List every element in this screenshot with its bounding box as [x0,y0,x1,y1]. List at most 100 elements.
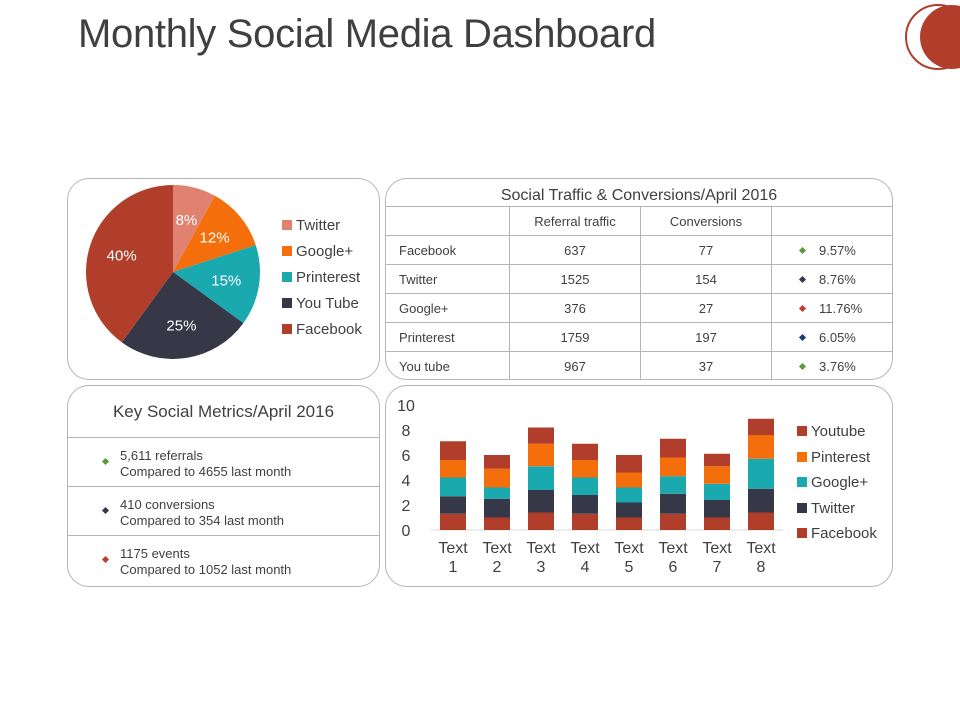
bar-legend-item: Pinterest [797,449,870,466]
bar-segment-google+ [528,466,554,490]
diamond-icon [798,362,807,370]
bar-legend-item: Facebook [797,525,877,542]
pie-legend-item: You Tube [282,295,359,312]
rate-value: 11.76% [819,300,863,316]
legend-label: Twitter [811,499,856,517]
legend-swatch [797,502,807,513]
traffic-table: Referral traffic Conversions Facebook 637… [386,206,892,379]
legend-label: Pinterest [811,448,871,466]
legend-label: You Tube [296,295,359,312]
diamond-icon [798,246,807,254]
table-row: Twitter 1525 154 8.76% [386,264,892,294]
header-blank [386,206,510,236]
key-metrics-panel: Key Social Metrics/April 2016 5,611 refe… [67,385,380,587]
row-rate: 9.57% [771,235,892,265]
diamond-icon [101,506,110,515]
row-conversions: 154 [640,264,772,294]
pie-legend-item: Twitter [282,217,340,234]
bar-segment-youtube [572,443,598,460]
bar-segment-facebook [440,513,466,530]
bar-segment-facebook [572,513,598,530]
table-row: Printerest 1759 197 6.05% [386,322,892,352]
bar-segment-pinterest [616,472,642,488]
row-rate: 3.76% [771,351,892,379]
bar-segment-twitter [616,502,642,518]
bar-segment-facebook [748,512,774,530]
bar-segment-google+ [484,487,510,499]
row-network: You tube [386,351,510,379]
x-tick-label: Text 6 [658,540,688,576]
bar-segment-twitter [748,488,774,513]
x-tick-label: Text 7 [702,540,732,576]
x-tick-label: Text 2 [482,540,512,576]
pie-slice-you-tube [121,272,244,359]
pie-slice-twitter [173,185,215,272]
bar-segment-pinterest [528,443,554,467]
metric-comparison: Compared to 1052 last month [120,562,292,577]
metric-item: 5,611 referrals Compared to 4655 last mon… [68,437,379,486]
legend-swatch [797,528,807,539]
bar-segment-facebook [616,517,642,530]
bar-segment-youtube [528,427,554,444]
header-conversions: Conversions [640,206,772,236]
corner-decoration [905,4,960,70]
legend-swatch [797,426,807,436]
legend-label: Google+ [296,243,354,260]
y-tick-label: 6 [402,448,411,465]
legend-swatch [282,246,292,256]
bar-segment-google+ [748,458,774,489]
rate-value: 9.57% [819,242,856,258]
bar-segment-google+ [704,483,730,500]
legend-swatch [282,220,292,230]
pie-slice-label: 8% [176,212,198,229]
bar-segment-facebook [528,512,554,530]
row-conversions: 197 [640,322,772,352]
stacked-bar-chart: 0 2 4 6 8 10 Text 1 Text 2 Text 3 Text 4 Text 5 Text 6 Tex… [397,398,783,576]
metric-text: 410 conversions Compared to 354 last mont… [120,497,284,529]
metric-text: 1175 events Compared to 1052 last month [120,546,291,578]
pie-slice-printerest [173,245,260,324]
page-title: Monthly Social Media Dashboard [78,12,656,56]
legend-label: Facebook [811,525,877,543]
row-conversions: 77 [640,235,772,265]
legend-swatch [797,477,807,488]
diamond-icon [798,275,807,283]
pie-slice-label: 12% [200,230,230,247]
bar-segment-pinterest [660,457,686,477]
bar-segment-twitter [660,493,686,514]
bar-segment-twitter [484,498,510,518]
key-metrics-title: Key Social Metrics/April 2016 [112,402,335,421]
x-tick-label: Text 3 [526,540,556,576]
row-network: Printerest [386,322,510,352]
rate-value: 3.76% [819,358,856,374]
x-tick-label: Text 5 [614,540,644,576]
row-referral: 1759 [509,322,641,352]
row-rate: 6.05% [771,322,892,352]
bar-segment-pinterest [484,468,510,488]
metric-text: 5,611 referrals Compared to 4655 last mon… [120,448,291,480]
bar-segment-youtube [440,441,466,460]
bar-segment-youtube [616,455,642,473]
bar-segment-google+ [616,487,642,503]
metric-item: 1175 events Compared to 1052 last month [68,535,379,584]
pie-chart-panel: 8% 12% 15% 25% 40% Twitter Google+ Printerest Y… [67,178,380,380]
row-rate: 8.76% [771,264,892,294]
metric-item: 410 conversions Compared to 354 last mont… [68,486,379,535]
y-tick-label: 10 [397,398,415,415]
diamond-icon [798,333,807,341]
bar-segment-pinterest [748,435,774,459]
x-tick-label: Text 4 [570,540,600,576]
pie-legend-item: Printerest [282,269,360,286]
bar-legend-item: Twitter [797,500,855,517]
legend-swatch [282,298,292,308]
bar-legend-item: Google+ [797,474,868,491]
legend-swatch [797,451,807,462]
pie-slice-google+ [173,195,256,272]
diamond-icon [101,457,110,466]
bar-segment-pinterest [440,460,466,478]
traffic-table-header-row: Referral traffic Conversions [386,206,892,236]
bar-segment-twitter [572,495,598,514]
row-conversions: 27 [640,293,772,323]
pie-legend-item: Google+ [282,243,353,260]
pie-slice-facebook [86,185,173,343]
